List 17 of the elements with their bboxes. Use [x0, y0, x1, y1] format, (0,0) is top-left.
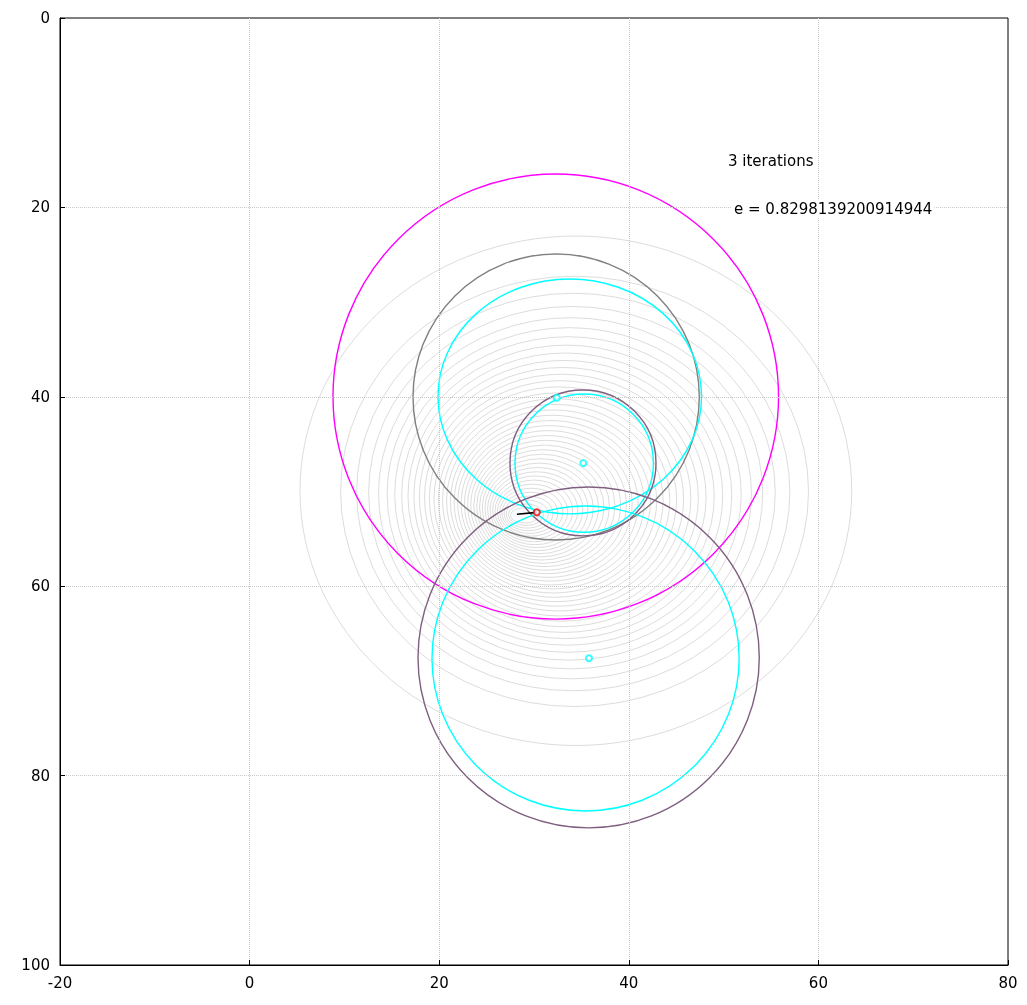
y-tick-label: 40 [30, 387, 50, 406]
point [584, 654, 593, 663]
x-tick-label: 60 [808, 973, 828, 992]
x-tick-label: 80 [998, 973, 1018, 992]
y-tick-label: 20 [30, 198, 50, 217]
y-tick-label: 80 [30, 766, 50, 785]
x-tick-label: 40 [619, 973, 639, 992]
point [532, 508, 541, 517]
annotation: 3 iterations [728, 151, 814, 170]
x-tick-label: -20 [47, 973, 73, 992]
y-tick-label: 60 [30, 577, 50, 596]
point [552, 393, 561, 402]
y-tick-label: 0 [40, 9, 50, 27]
y-tick-label: 100 [21, 956, 50, 974]
x-tick-label: 0 [244, 973, 255, 992]
x-tick-label: 20 [429, 973, 449, 992]
annotation: e = 0.8298139200914944 [734, 199, 933, 218]
